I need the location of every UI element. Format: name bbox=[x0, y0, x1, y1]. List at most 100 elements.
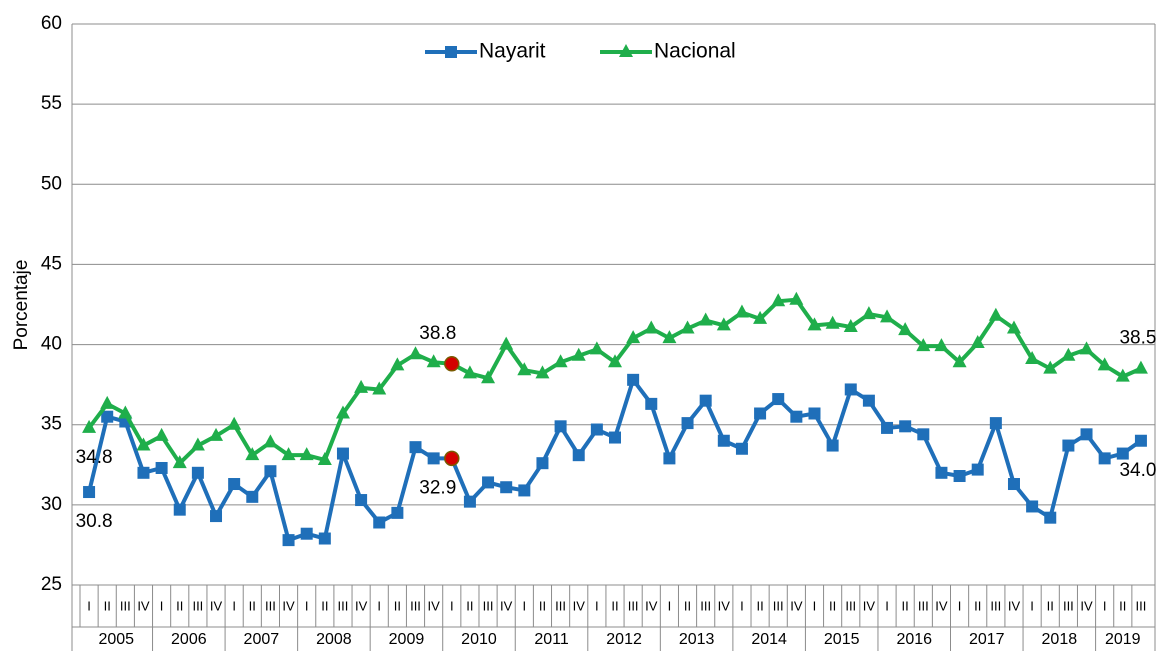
point bbox=[698, 312, 713, 326]
x-tick-label: III bbox=[120, 598, 131, 613]
point bbox=[335, 405, 350, 419]
point bbox=[880, 309, 895, 323]
point bbox=[118, 405, 133, 419]
point bbox=[281, 447, 296, 461]
x-tick-label: III bbox=[265, 598, 276, 613]
point bbox=[263, 434, 278, 448]
point bbox=[626, 330, 641, 344]
x-tick-label: II bbox=[321, 598, 328, 613]
year-label: 2005 bbox=[98, 631, 134, 648]
point bbox=[499, 336, 514, 350]
data-label: 38.5 bbox=[1119, 328, 1156, 349]
point bbox=[463, 495, 476, 508]
point bbox=[789, 291, 804, 305]
y-tick-label: 60 bbox=[41, 13, 62, 34]
year-label: 2015 bbox=[824, 631, 860, 648]
point bbox=[1025, 350, 1040, 364]
point bbox=[681, 417, 694, 430]
point bbox=[554, 420, 567, 433]
point bbox=[644, 320, 659, 334]
point bbox=[373, 516, 386, 529]
x-tick-label: I bbox=[377, 598, 381, 613]
point bbox=[571, 347, 586, 361]
point bbox=[662, 330, 677, 344]
x-tick-label: IV bbox=[645, 598, 658, 613]
point bbox=[482, 476, 495, 489]
point bbox=[1097, 357, 1112, 371]
x-tick-label: I bbox=[740, 598, 744, 613]
x-tick-label: II bbox=[611, 598, 618, 613]
point bbox=[1026, 500, 1039, 513]
point bbox=[390, 357, 405, 371]
x-tick-label: IV bbox=[1080, 598, 1093, 613]
year-label: 2009 bbox=[389, 631, 425, 648]
point bbox=[1133, 360, 1148, 374]
point bbox=[716, 317, 731, 331]
point bbox=[717, 434, 730, 447]
point bbox=[988, 307, 1003, 321]
point bbox=[191, 466, 204, 479]
point bbox=[807, 317, 822, 331]
point bbox=[627, 373, 640, 386]
y-tick-label: 45 bbox=[41, 253, 62, 274]
point bbox=[173, 503, 186, 516]
point bbox=[172, 455, 187, 469]
point bbox=[300, 527, 313, 540]
point bbox=[535, 365, 550, 379]
point bbox=[228, 478, 241, 491]
point bbox=[1079, 341, 1094, 355]
x-tick-label: II bbox=[902, 598, 909, 613]
point bbox=[1062, 439, 1075, 452]
point bbox=[1007, 478, 1020, 491]
data-label: 32.9 bbox=[419, 477, 456, 498]
point bbox=[282, 534, 295, 547]
point bbox=[426, 354, 441, 368]
point bbox=[898, 322, 913, 336]
point bbox=[517, 362, 532, 376]
legend-label: Nayarit bbox=[479, 40, 546, 63]
year-label: 2007 bbox=[244, 631, 280, 648]
year-label: 2006 bbox=[171, 631, 207, 648]
x-tick-label: IV bbox=[137, 598, 150, 613]
point bbox=[589, 341, 604, 355]
point bbox=[462, 365, 477, 379]
point bbox=[209, 427, 224, 441]
y-tick-label: 30 bbox=[41, 494, 62, 515]
year-label: 2013 bbox=[679, 631, 715, 648]
point bbox=[372, 381, 387, 395]
x-tick-label: IV bbox=[935, 598, 948, 613]
x-tick-label: II bbox=[394, 598, 401, 613]
point bbox=[355, 494, 368, 507]
point bbox=[354, 379, 369, 393]
year-label: 2010 bbox=[461, 631, 497, 648]
point bbox=[881, 421, 894, 434]
x-tick-label: IV bbox=[500, 598, 513, 613]
year-label: 2011 bbox=[534, 631, 569, 648]
point bbox=[317, 451, 332, 465]
point bbox=[155, 461, 168, 474]
data-label: 34.8 bbox=[76, 447, 113, 468]
point bbox=[917, 428, 930, 441]
point bbox=[154, 427, 169, 441]
point bbox=[318, 532, 331, 545]
point bbox=[808, 407, 821, 420]
point bbox=[299, 447, 314, 461]
x-tick-label: IV bbox=[282, 598, 295, 613]
x-tick-label: II bbox=[829, 598, 836, 613]
x-tick-label: III bbox=[773, 598, 784, 613]
point bbox=[445, 46, 457, 58]
x-tick-label: II bbox=[1047, 598, 1054, 613]
point bbox=[989, 417, 1002, 430]
point bbox=[825, 315, 840, 329]
year-label: 2014 bbox=[751, 631, 787, 648]
point bbox=[970, 334, 985, 348]
point bbox=[481, 370, 496, 384]
point bbox=[844, 383, 857, 396]
y-tick-label: 35 bbox=[41, 414, 62, 435]
year-label: 2019 bbox=[1105, 631, 1141, 648]
point bbox=[1006, 320, 1021, 334]
point bbox=[952, 354, 967, 368]
x-tick-label: IV bbox=[718, 598, 731, 613]
point bbox=[553, 354, 568, 368]
